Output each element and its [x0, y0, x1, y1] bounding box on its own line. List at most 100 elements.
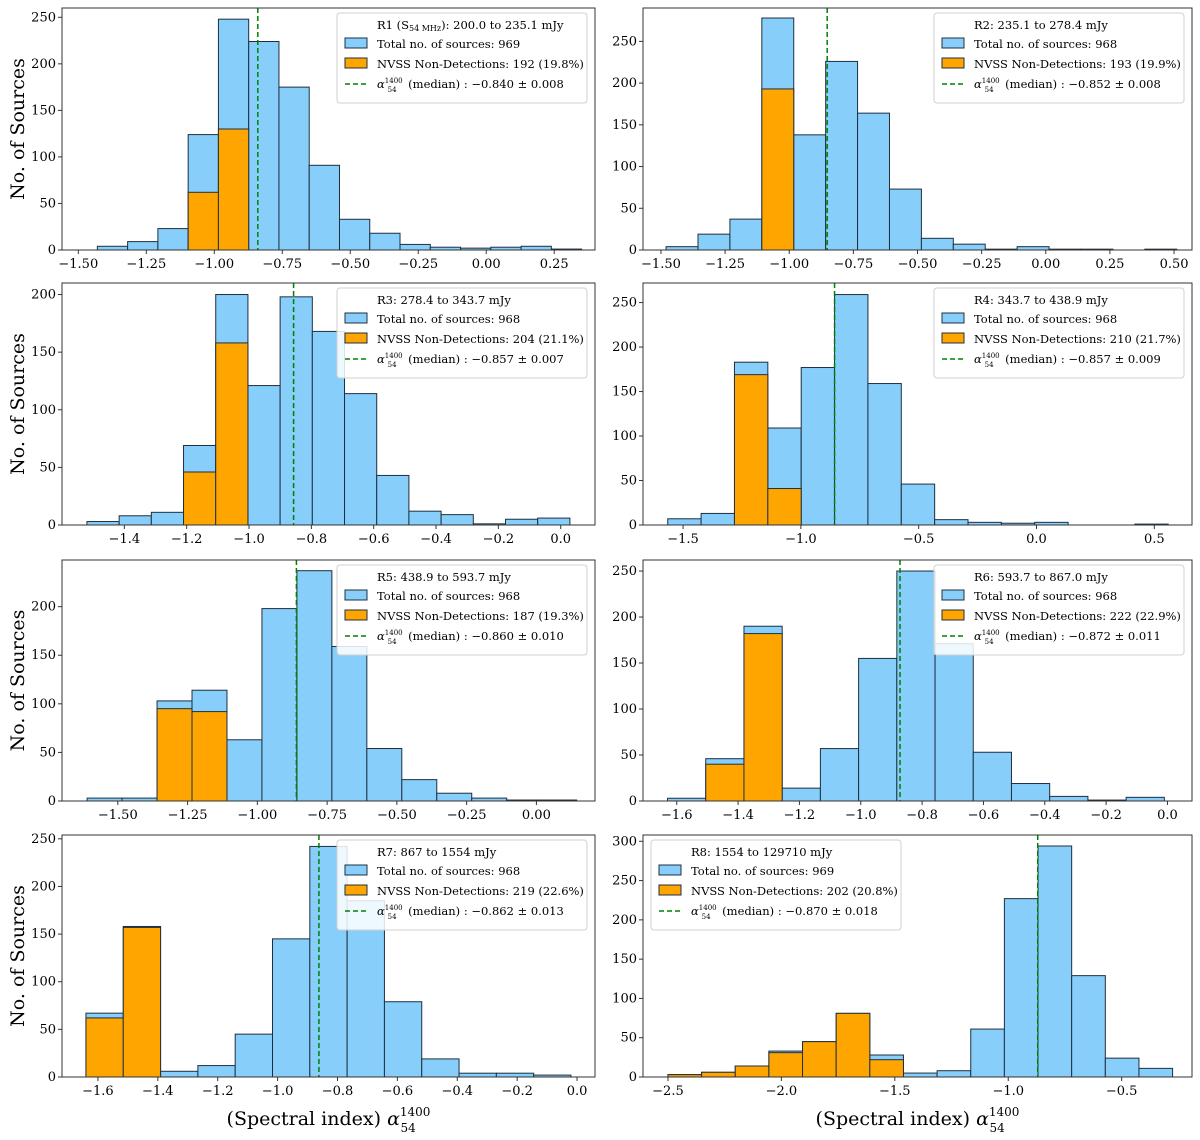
bar-total — [1003, 898, 1039, 1078]
x-tick-label: −1.0 — [233, 532, 265, 547]
x-tick-label: −1.2 — [202, 1084, 234, 1099]
legend-median-label: α1400 54 (median) : −0.872 ± 0.011 — [974, 629, 1161, 646]
bar-total — [900, 483, 936, 526]
x-tick-label: −1.4 — [722, 808, 754, 823]
bar-total — [344, 393, 378, 526]
bar-total — [197, 1065, 236, 1078]
y-tick-label: 150 — [31, 927, 56, 942]
median-text: (median) : −0.840 ± 0.008 — [405, 77, 564, 91]
legend-total-label: Total no. of sources: 969 — [691, 864, 834, 878]
alpha-symbol: α — [377, 352, 385, 366]
x-tick-label: −0.6 — [382, 1084, 414, 1099]
median-text: (median) : −0.857 ± 0.009 — [1002, 352, 1161, 366]
legend-swatch-nondetect — [658, 884, 682, 896]
legend-box — [336, 12, 588, 104]
bar-total — [972, 751, 1012, 802]
axes-frame — [642, 834, 1193, 1078]
legend-title-sub: 54 MHz — [409, 24, 441, 33]
legend-total-label: Total no. of sources: 968 — [974, 37, 1117, 51]
x-tick-label: −1.0 — [992, 1084, 1024, 1099]
median-text: (median) : −0.852 ± 0.008 — [1002, 77, 1161, 91]
bar-total — [825, 60, 859, 251]
alpha-sup: 1400 — [385, 629, 403, 637]
legend-total-label: Total no. of sources: 968 — [377, 589, 520, 603]
alpha-sub: 54 — [388, 913, 397, 921]
x-tick-label: −0.50 — [330, 257, 370, 272]
legend-swatch-nondetect — [344, 609, 368, 621]
bar-nondetect — [122, 926, 162, 1078]
alpha-sup: 1400 — [385, 77, 403, 85]
x-tick-label: −1.6 — [82, 1084, 114, 1099]
y-tick-label: 0 — [629, 518, 637, 533]
bar-total — [1138, 1067, 1174, 1078]
legend-median-label: α1400 54 (median) : −0.862 ± 0.013 — [377, 904, 564, 921]
bar-total — [247, 385, 281, 526]
legend-title-main: R1 (S — [377, 18, 409, 32]
y-axis-label: No. of Sources — [7, 58, 29, 200]
x-axis-sub: 54 — [400, 1121, 416, 1135]
x-tick-label: −0.75 — [307, 808, 347, 823]
bar-total — [781, 787, 821, 802]
y-tick-label: 250 — [612, 296, 637, 311]
y-tick-label: 50 — [39, 196, 56, 211]
y-tick-label: 150 — [612, 952, 637, 967]
legend-title: R7: 867 to 1554 mJy — [377, 845, 497, 859]
legend-nondetect-label: NVSS Non-Detections: 202 (20.8%) — [691, 884, 898, 898]
bar-nondetect — [156, 708, 193, 802]
legend-swatch-total — [941, 312, 965, 324]
y-tick-label: 0 — [48, 1070, 56, 1085]
bar-total — [369, 232, 401, 251]
legend-swatch-total — [941, 37, 965, 49]
y-tick-label: 50 — [620, 201, 637, 216]
bar-total — [296, 570, 333, 802]
legend: R1 (S54 MHz): 200.0 to 235.1 mJy Total no… — [336, 12, 588, 104]
bar-total — [1071, 975, 1106, 1078]
alpha-symbol: α — [691, 904, 699, 918]
bar-total — [934, 643, 974, 802]
bar-total — [436, 792, 473, 802]
legend: R4: 343.7 to 438.9 mJy Total no. of sourc… — [933, 287, 1185, 379]
y-tick-label: 150 — [31, 345, 56, 360]
bar-total — [458, 1072, 497, 1078]
x-tick-label: 0.5 — [1144, 532, 1165, 547]
x-tick-label: −1.50 — [58, 257, 98, 272]
legend-box — [336, 287, 588, 379]
x-tick-label: −2.5 — [652, 1084, 684, 1099]
bar-total — [857, 112, 890, 251]
y-tick-label: 0 — [48, 518, 56, 533]
y-tick-label: 100 — [612, 991, 637, 1006]
bar-nondetect — [835, 1012, 871, 1078]
legend: R5: 438.9 to 593.7 mJy Total no. of sourc… — [336, 564, 588, 656]
y-tick-label: 0 — [629, 794, 637, 809]
bar-total — [934, 519, 969, 526]
bar-total — [665, 246, 699, 251]
alpha-sub: 54 — [388, 86, 397, 94]
legend-title-rest: ): 200.0 to 235.1 mJy — [441, 18, 564, 32]
alpha-sub: 54 — [388, 638, 397, 646]
legend-total-label: Total no. of sources: 968 — [377, 312, 520, 326]
x-tick-label: 0.00 — [522, 808, 551, 823]
y-tick-label: 50 — [39, 1022, 56, 1037]
y-tick-label: 100 — [31, 697, 56, 712]
bar-total — [272, 938, 311, 1078]
legend-box — [336, 839, 588, 931]
bar-total — [858, 657, 898, 802]
x-tick-label: −1.5 — [879, 1084, 911, 1099]
x-axis-label: (Spectral index) α1400 54 — [227, 1105, 431, 1135]
y-tick-label: 50 — [620, 748, 637, 763]
legend-swatch-total — [344, 864, 368, 876]
x-tick-label: 0.0 — [567, 1084, 588, 1099]
y-tick-label: 150 — [612, 118, 637, 133]
x-tick-label: −1.00 — [237, 808, 277, 823]
bar-nondetect — [191, 711, 228, 802]
x-tick-label: −0.2 — [483, 532, 515, 547]
bar-total — [127, 241, 159, 251]
alpha-sup: 1400 — [982, 629, 1000, 637]
legend-median-label: α1400 54 (median) : −0.840 ± 0.008 — [377, 77, 564, 94]
bar-nondetect — [767, 488, 802, 526]
legend-swatch-total — [344, 589, 368, 601]
bar-total — [834, 294, 869, 526]
legend-swatch-nondetect — [344, 57, 368, 69]
bar-total — [697, 233, 731, 251]
